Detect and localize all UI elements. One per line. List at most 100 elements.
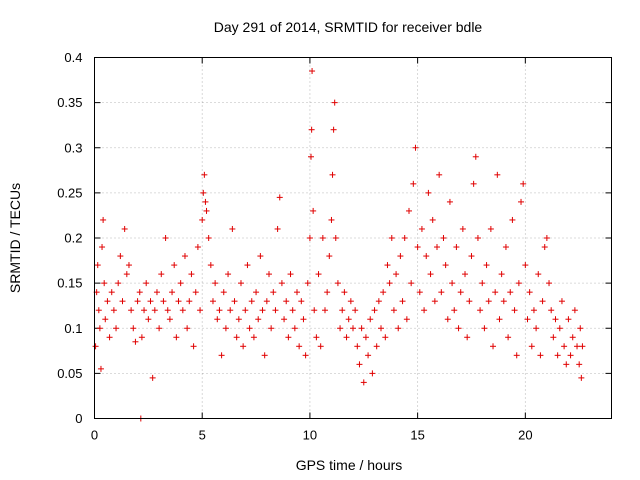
data-point: [291, 325, 298, 332]
data-point: [444, 316, 451, 323]
data-point: [310, 207, 317, 214]
data-point: [552, 316, 559, 323]
data-point: [332, 235, 339, 241]
data-point: [528, 343, 535, 350]
data-point: [259, 307, 266, 314]
data-point: [100, 216, 107, 223]
data-point: [289, 307, 296, 314]
data-point: [149, 374, 156, 381]
data-point: [306, 235, 313, 241]
data-point: [331, 99, 338, 106]
data-point: [410, 180, 417, 187]
data-point: [440, 235, 447, 241]
data-point: [371, 307, 378, 314]
data-point: [141, 307, 148, 314]
data-point: [300, 316, 307, 323]
x-tick-label: 20: [518, 428, 532, 443]
data-point: [162, 235, 169, 241]
data-point: [397, 253, 404, 260]
data-point: [481, 325, 488, 332]
data-point: [257, 253, 264, 260]
data-point: [509, 216, 516, 223]
data-point: [136, 289, 143, 296]
data-point: [106, 334, 113, 341]
data-point: [235, 316, 242, 323]
data-point: [313, 334, 320, 341]
data-point: [479, 280, 486, 287]
grid-lines: [94, 57, 612, 419]
data-point: [369, 370, 376, 377]
data-point: [304, 280, 311, 287]
data-point: [285, 334, 292, 341]
data-point: [209, 298, 216, 305]
data-point: [513, 352, 520, 359]
data-point: [388, 235, 395, 241]
data-point: [341, 289, 348, 296]
data-point: [421, 307, 428, 314]
data-point: [311, 307, 318, 314]
plot-frame: [94, 57, 612, 419]
data-point: [384, 262, 391, 269]
data-point: [546, 280, 553, 287]
data-point: [474, 235, 481, 241]
data-point: [393, 271, 400, 278]
data-point: [220, 289, 227, 296]
data-point: [386, 280, 393, 287]
y-tick-label: 0.3: [64, 140, 82, 155]
data-point: [455, 325, 462, 332]
data-point: [145, 316, 152, 323]
data-point: [345, 316, 352, 323]
data-point: [464, 334, 471, 341]
axis-ticks: [94, 57, 612, 419]
data-point: [138, 334, 145, 341]
data-point: [274, 225, 281, 232]
data-point: [414, 244, 421, 251]
data-point: [207, 262, 214, 269]
data-point: [101, 280, 108, 287]
data-point: [442, 262, 449, 269]
y-tick-label: 0: [75, 411, 82, 426]
data-point: [490, 343, 497, 350]
data-point: [477, 307, 484, 314]
data-point: [502, 244, 509, 251]
data-point: [240, 343, 247, 350]
data-point: [132, 338, 139, 345]
data-point: [147, 298, 154, 305]
data-point: [399, 298, 406, 305]
data-point: [199, 216, 206, 223]
data-point: [498, 271, 505, 278]
data-point: [330, 126, 337, 133]
data-point: [561, 343, 568, 350]
data-point: [500, 298, 507, 305]
data-point: [457, 289, 464, 296]
data-point: [244, 262, 251, 269]
y-axis-label: SRMTID / TECUs: [7, 183, 23, 293]
data-point: [418, 225, 425, 232]
data-point: [212, 280, 219, 287]
data-point: [373, 343, 380, 350]
data-point: [367, 316, 374, 323]
data-point: [263, 298, 270, 305]
data-point: [95, 307, 102, 314]
data-point: [329, 171, 336, 178]
data-point: [390, 307, 397, 314]
data-point: [99, 244, 106, 251]
data-point: [188, 271, 195, 278]
data-point: [571, 307, 578, 314]
data-point: [459, 225, 466, 232]
data-point: [197, 307, 204, 314]
data-point: [507, 289, 514, 296]
data-point: [123, 271, 130, 278]
data-point: [143, 280, 150, 287]
data-point: [270, 289, 277, 296]
data-point: [222, 325, 229, 332]
data-point: [470, 180, 477, 187]
data-point: [97, 365, 104, 372]
data-point: [117, 253, 124, 260]
data-point: [119, 298, 126, 305]
data-point: [576, 361, 583, 368]
data-point: [375, 298, 382, 305]
y-tick-label: 0.25: [57, 185, 82, 200]
data-point: [350, 325, 356, 332]
data-point: [395, 325, 402, 332]
